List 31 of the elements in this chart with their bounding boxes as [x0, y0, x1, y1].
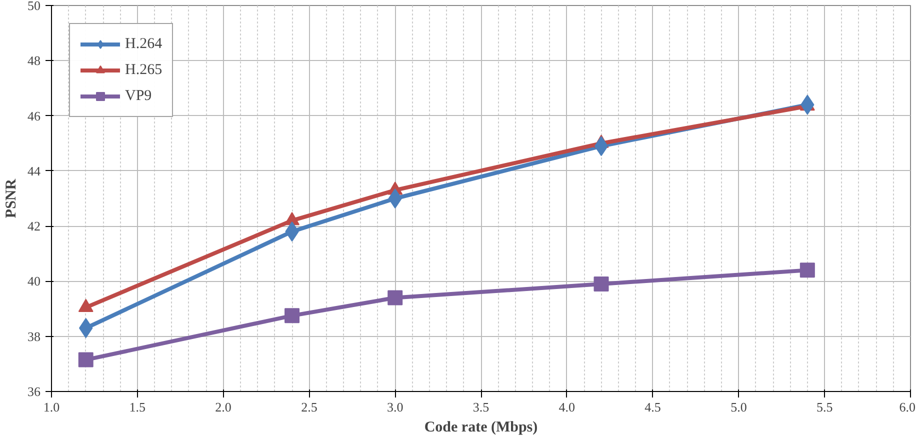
y-tick-label: 44 [28, 163, 41, 178]
y-tick-label: 38 [28, 328, 40, 344]
point [800, 262, 815, 278]
legend-label: H.264 [125, 36, 162, 52]
x-tick-label: 2.0 [215, 400, 232, 414]
x-tick-label: 5.5 [816, 400, 833, 414]
y-tick-label: 48 [28, 53, 40, 68]
y-axis-title: PSNR [4, 178, 20, 218]
x-tick-label: 1.5 [129, 400, 146, 414]
point [594, 276, 609, 292]
x-tick-label: 3.0 [386, 400, 404, 414]
y-tick-label: 36 [28, 384, 41, 399]
point [284, 308, 300, 324]
point [388, 188, 402, 208]
x-tick-label: 2.5 [301, 400, 318, 414]
x-tick-label: 5.0 [730, 400, 747, 414]
x-tick-label: 3.5 [472, 400, 490, 414]
y-tick-label: 40 [28, 274, 40, 289]
legend-label: VP9 [125, 88, 152, 104]
y-tick-label: 50 [28, 0, 40, 13]
y-tick-label: 46 [28, 108, 41, 124]
point [388, 290, 403, 306]
point [78, 352, 94, 368]
legend-label: H.265 [125, 62, 162, 78]
x-axis-title: Code rate (Mbps) [424, 420, 538, 436]
x-tick-label: 4.5 [644, 400, 661, 414]
x-tick-label: 4.0 [558, 400, 576, 414]
x-tick-label: 6.0 [899, 400, 916, 414]
point [594, 136, 608, 156]
y-tick-label: 42 [28, 218, 40, 234]
x-tick-label: 1.0 [43, 400, 60, 414]
